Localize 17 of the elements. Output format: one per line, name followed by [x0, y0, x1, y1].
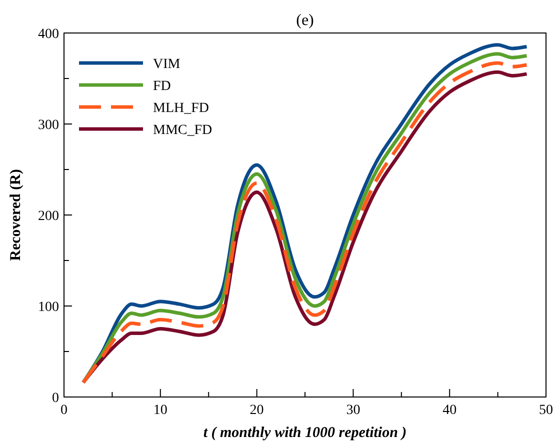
- y-axis-title: Recovered (R): [8, 169, 24, 261]
- x-tick-label: 30: [346, 403, 360, 418]
- y-tick-label: 400: [38, 27, 59, 42]
- legend-label: MMC_FD: [153, 123, 212, 138]
- x-tick-label: 40: [442, 403, 457, 418]
- y-tick-label: 300: [38, 118, 59, 133]
- y-tick-label: 200: [38, 209, 59, 224]
- x-tick-label: 10: [153, 403, 168, 418]
- y-tick-label: 0: [52, 391, 59, 406]
- x-tick-label: 20: [250, 403, 264, 418]
- x-tick-label: 50: [539, 403, 553, 418]
- chart-title: (e): [296, 12, 314, 29]
- legend-label: MLH_FD: [153, 101, 210, 116]
- legend-label: FD: [153, 79, 171, 94]
- x-axis-title: t ( monthly with 1000 repetition ): [203, 425, 407, 441]
- y-tick-label: 100: [38, 300, 59, 315]
- legend-label: VIM: [153, 57, 181, 72]
